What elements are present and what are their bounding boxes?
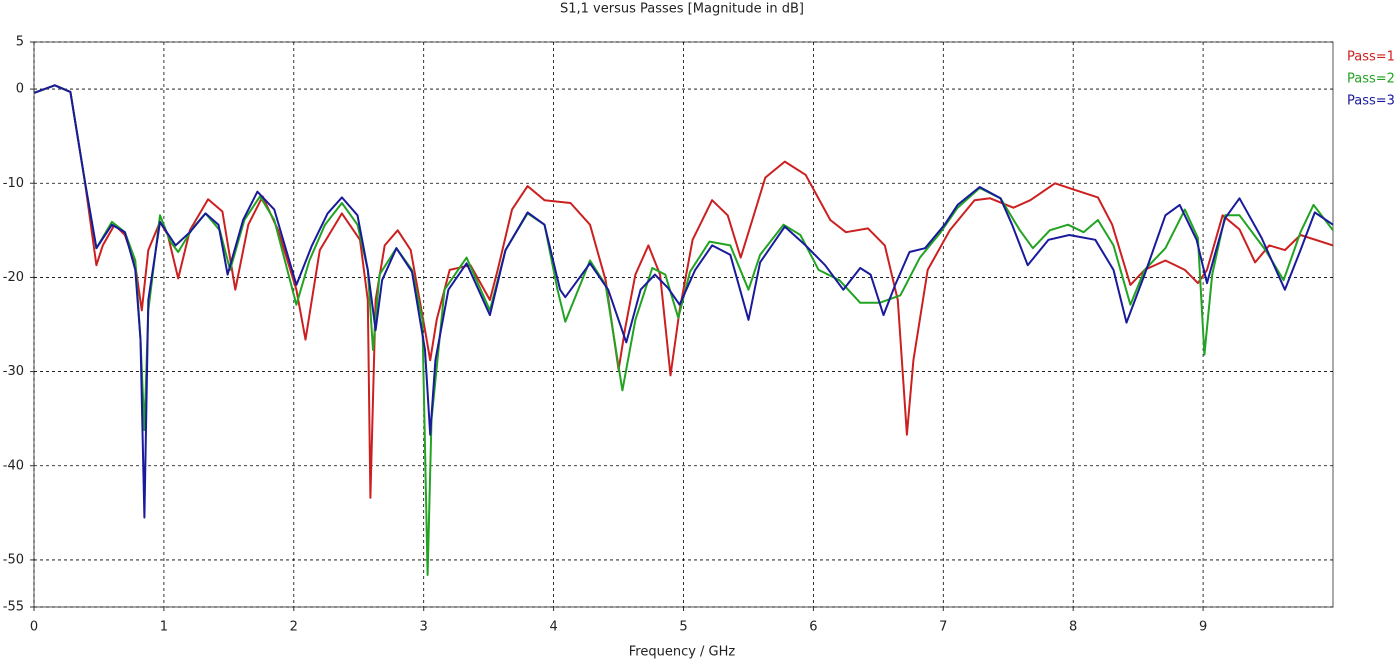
x-axis-label: Frequency / GHz — [629, 645, 736, 660]
x-tick-label: 1 — [160, 620, 168, 635]
y-tick-label: -55 — [3, 600, 24, 615]
y-tick-label: -10 — [3, 176, 24, 191]
y-tick-label: -40 — [3, 458, 24, 473]
x-tick-label: 9 — [1199, 620, 1207, 635]
x-tick-label: 5 — [679, 620, 687, 635]
x-tick-label: 6 — [809, 620, 817, 635]
legend-entry: Pass=3 — [1347, 94, 1395, 109]
legend-entry: Pass=1 — [1347, 50, 1395, 65]
y-tick-label: 5 — [16, 35, 24, 50]
y-tick-label: -20 — [3, 270, 24, 285]
x-tick-label: 2 — [290, 620, 298, 635]
legend-entry: Pass=2 — [1347, 72, 1395, 87]
x-tick-label: 7 — [939, 620, 947, 635]
y-tick-label: -50 — [3, 552, 24, 567]
y-tick-label: 0 — [16, 82, 24, 97]
x-tick-label: 4 — [549, 620, 557, 635]
x-tick-label: 3 — [420, 620, 428, 635]
x-tick-label: 8 — [1069, 620, 1077, 635]
y-tick-label: -30 — [3, 364, 24, 379]
x-tick-label: 0 — [30, 620, 38, 635]
chart-title: S1,1 versus Passes [Magnitude in dB] — [560, 2, 804, 17]
series-line — [33, 84, 1334, 519]
